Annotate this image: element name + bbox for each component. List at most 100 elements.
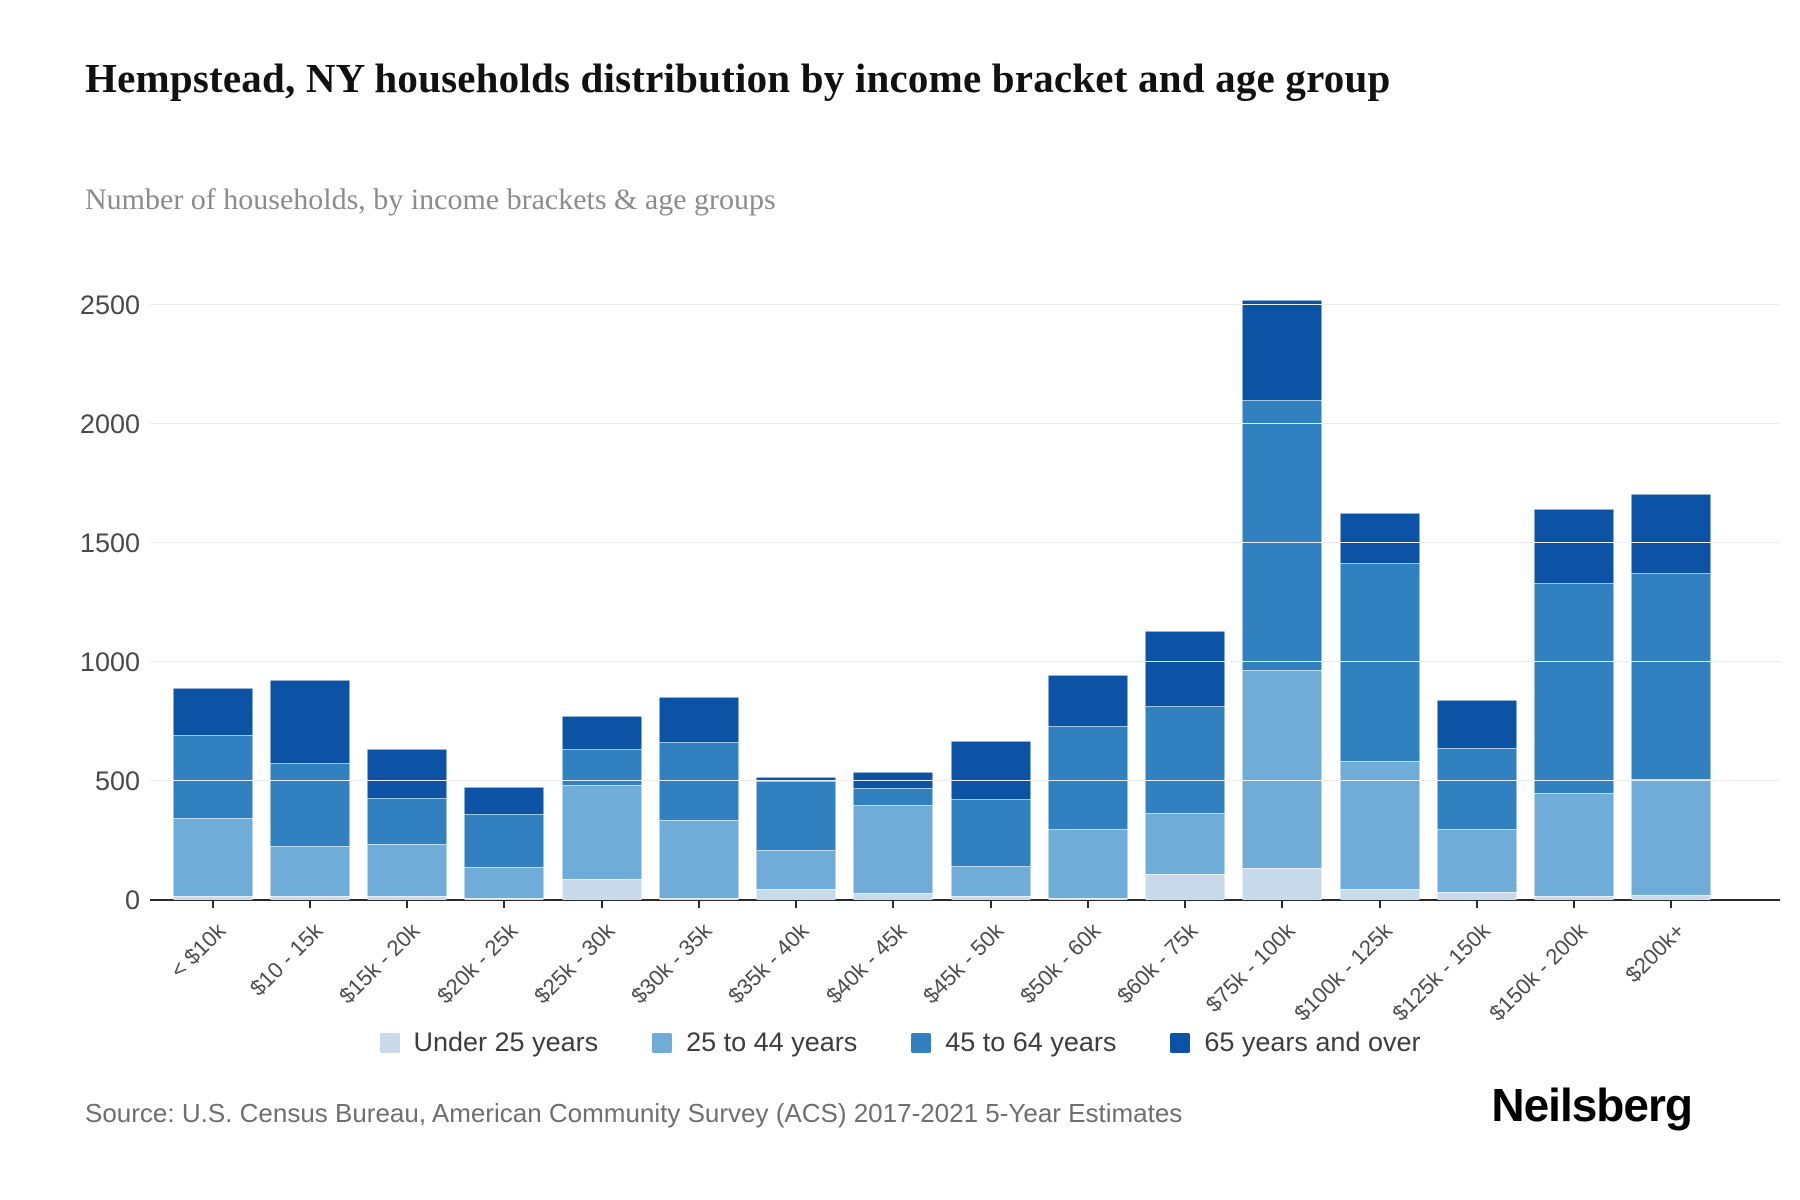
bars-row: < $10k $10 - 15k $15k - 20k $20k - 25k $25k … — [164, 255, 1720, 1026]
bar-segment[interactable] — [951, 740, 1031, 799]
bar-segment[interactable] — [1437, 891, 1517, 900]
bar-segment[interactable] — [367, 844, 447, 897]
stacked-bar — [1534, 508, 1614, 900]
bar-segment[interactable] — [1631, 895, 1711, 900]
bar-segment[interactable] — [270, 763, 350, 847]
bar-segment[interactable] — [367, 896, 447, 900]
x-axis-tick — [795, 900, 798, 908]
bar-group: $75k - 100k — [1201, 255, 1331, 1017]
bar-group: $35k - 40k — [723, 255, 845, 1008]
y-axis-tick-label: 500 — [94, 766, 140, 796]
bar-group: $50k - 60k — [1015, 255, 1136, 1008]
x-axis-tick-label: $25k - 30k — [528, 918, 620, 1009]
bar-segment[interactable] — [173, 688, 253, 735]
bar-segment[interactable] — [1145, 706, 1225, 814]
y-axis-tick-label: 2000 — [79, 409, 140, 439]
stacked-bar — [756, 777, 836, 900]
bar-segment[interactable] — [1242, 400, 1322, 671]
bar-segment[interactable] — [173, 817, 253, 897]
legend-item[interactable]: Under 25 years — [379, 1027, 598, 1058]
bar-segment[interactable] — [464, 866, 544, 898]
bar-segment[interactable] — [853, 804, 933, 893]
stacked-bar — [1437, 700, 1517, 900]
bar-segment[interactable] — [367, 748, 447, 798]
bar-segment[interactable] — [1048, 726, 1128, 829]
bar-segment[interactable] — [1145, 813, 1225, 874]
bar-segment[interactable] — [1631, 572, 1711, 779]
bar-segment[interactable] — [1242, 867, 1322, 900]
x-axis-tick — [892, 900, 895, 908]
bar-segment[interactable] — [1437, 747, 1517, 829]
bar-segment[interactable] — [659, 741, 739, 821]
stacked-bar — [1048, 675, 1128, 900]
bar-segment[interactable] — [562, 715, 642, 749]
legend-swatch-icon — [379, 1032, 400, 1053]
bar-segment[interactable] — [1340, 760, 1420, 890]
bar-group: $125k - 150k — [1387, 255, 1525, 1026]
bar-segment[interactable] — [1534, 792, 1614, 897]
bar-segment[interactable] — [270, 846, 350, 897]
bar-segment[interactable] — [173, 734, 253, 818]
legend-item[interactable]: 65 years and over — [1170, 1027, 1421, 1058]
gridline — [150, 423, 1780, 424]
legend-item[interactable]: 45 to 64 years — [911, 1027, 1116, 1058]
bar-segment[interactable] — [1340, 513, 1420, 564]
bar-segment[interactable] — [1534, 583, 1614, 793]
stacked-bar — [562, 715, 642, 900]
bar-segment[interactable] — [1340, 889, 1420, 900]
bar-segment[interactable] — [464, 786, 544, 815]
x-axis-tick-label: $75k - 100k — [1201, 918, 1301, 1017]
x-axis-tick-label: $20k - 25k — [431, 918, 523, 1009]
bar-segment[interactable] — [1631, 778, 1711, 896]
bar-segment[interactable] — [270, 679, 350, 764]
bar-segment[interactable] — [1631, 494, 1711, 573]
bar-segment[interactable] — [562, 878, 642, 900]
bar-segment[interactable] — [367, 797, 447, 845]
legend-label: 25 to 44 years — [686, 1027, 858, 1057]
bar-group: $100k - 125k — [1290, 255, 1428, 1026]
x-axis-tick — [503, 900, 506, 908]
bar-segment[interactable] — [1048, 675, 1128, 727]
bar-segment[interactable] — [1340, 563, 1420, 761]
bar-segment[interactable] — [951, 896, 1031, 900]
bar-group: $60k - 75k — [1112, 255, 1234, 1008]
bar-segment[interactable] — [562, 748, 642, 785]
bar-segment[interactable] — [270, 896, 350, 900]
bar-segment[interactable] — [659, 696, 739, 742]
bar-segment[interactable] — [1048, 897, 1128, 900]
bar-segment[interactable] — [1242, 670, 1322, 868]
bar-segment[interactable] — [1242, 300, 1322, 401]
bar-segment[interactable] — [1145, 631, 1225, 707]
bar-segment[interactable] — [659, 820, 739, 898]
bar-group: $20k - 25k — [432, 255, 553, 1008]
stacked-bar — [1242, 300, 1322, 900]
bar-segment[interactable] — [951, 798, 1031, 866]
bar-segment[interactable] — [1534, 896, 1614, 900]
x-axis-tick-label: $50k - 60k — [1015, 918, 1106, 1009]
bar-segment[interactable] — [1048, 828, 1128, 898]
x-axis-tick — [308, 900, 311, 908]
bar-segment[interactable] — [464, 897, 544, 900]
bar-segment[interactable] — [951, 865, 1031, 897]
bar-segment[interactable] — [1145, 873, 1225, 900]
bar-segment[interactable] — [1437, 700, 1517, 748]
stacked-bar — [1145, 631, 1225, 900]
bar-segment[interactable] — [562, 784, 642, 879]
bar-segment[interactable] — [1534, 508, 1614, 584]
bar-segment[interactable] — [659, 897, 739, 900]
bar-group: $30k - 35k — [626, 255, 747, 1008]
bar-segment[interactable] — [173, 896, 253, 900]
bar-segment[interactable] — [464, 814, 544, 867]
bar-segment[interactable] — [756, 889, 836, 900]
bar-segment[interactable] — [756, 781, 836, 851]
bar-segment[interactable] — [756, 850, 836, 890]
bar-group: $45k - 50k — [918, 255, 1039, 1008]
bar-segment[interactable] — [853, 892, 933, 900]
bar-segment[interactable] — [853, 788, 933, 805]
bar-segment[interactable] — [756, 777, 836, 782]
legend-item[interactable]: 25 to 44 years — [652, 1027, 857, 1058]
bar-segment[interactable] — [853, 771, 933, 789]
x-axis-line — [150, 899, 1780, 901]
bar-segment[interactable] — [1437, 828, 1517, 892]
